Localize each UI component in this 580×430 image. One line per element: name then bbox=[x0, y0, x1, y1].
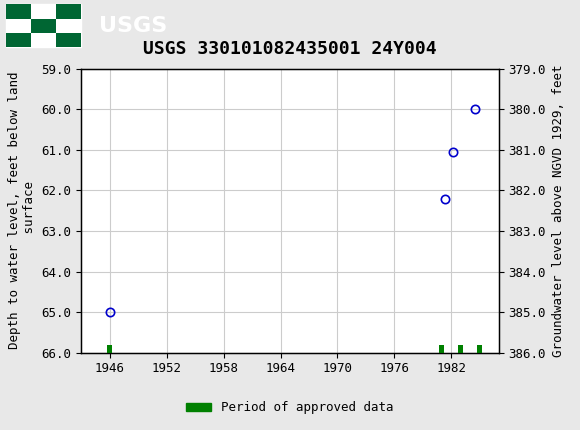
Bar bbox=[6, 4, 81, 47]
Y-axis label: Groundwater level above NGVD 1929, feet: Groundwater level above NGVD 1929, feet bbox=[552, 64, 564, 357]
Legend: Period of approved data: Period of approved data bbox=[181, 396, 399, 419]
Bar bbox=[6, 4, 31, 18]
Bar bbox=[31, 18, 56, 33]
Text: USGS 330101082435001 24Y004: USGS 330101082435001 24Y004 bbox=[143, 40, 437, 58]
Bar bbox=[458, 345, 463, 353]
Bar bbox=[6, 33, 31, 47]
Y-axis label: Depth to water level, feet below land
 surface: Depth to water level, feet below land su… bbox=[8, 72, 36, 350]
Bar bbox=[477, 345, 482, 353]
Text: USGS: USGS bbox=[99, 16, 167, 36]
Bar bbox=[107, 345, 112, 353]
Bar bbox=[440, 345, 444, 353]
Bar bbox=[56, 4, 81, 18]
Bar bbox=[56, 33, 81, 47]
